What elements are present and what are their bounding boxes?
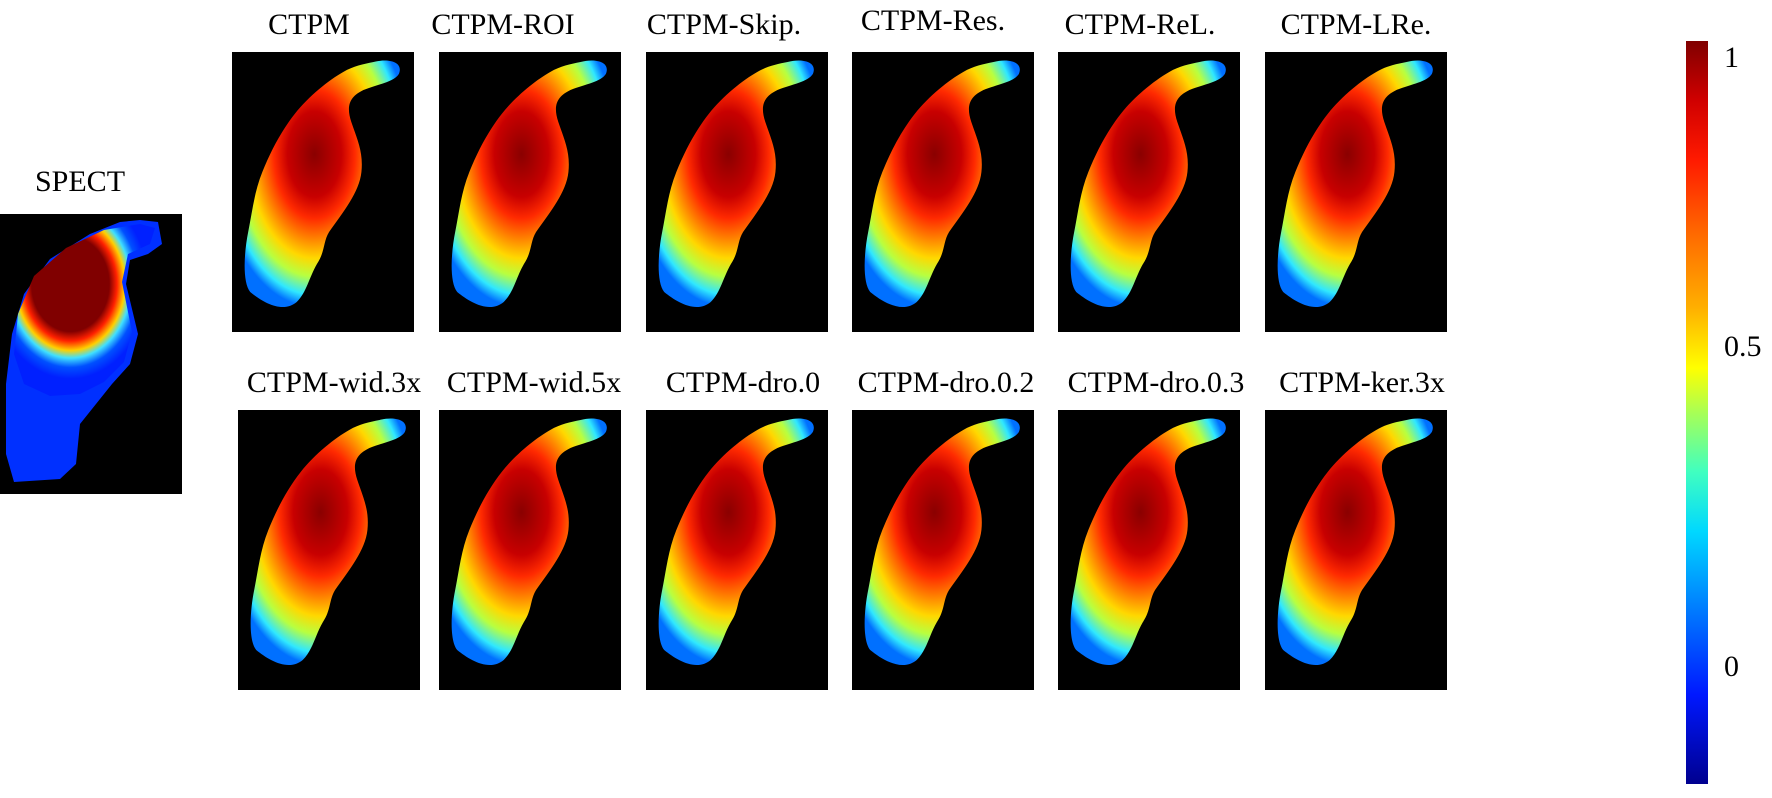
heatmap-ctpm-dro0 xyxy=(646,410,828,690)
heatmap-ctpm-ker3x xyxy=(1265,410,1447,690)
colorbar-tick-max: 1 xyxy=(1724,41,1739,74)
panel-label-ctpm-dro03: CTPM-dro.0.3 xyxy=(1067,366,1245,399)
heatmap-ctpm xyxy=(232,52,414,332)
panel-label-ctpm: CTPM xyxy=(268,8,350,41)
heatmap-ctpm-dro03 xyxy=(1058,410,1240,690)
panel-label-ctpm-dro02: CTPM-dro.0.2 xyxy=(857,366,1035,399)
spect-image xyxy=(0,214,182,494)
heatmap-ctpm-dro02 xyxy=(852,410,1034,690)
heatmap-ctpm-skip xyxy=(646,52,828,332)
heatmap-ctpm-rel xyxy=(1058,52,1240,332)
colorbar-tick-mid: 0.5 xyxy=(1724,330,1762,363)
heatmap-ctpm-res xyxy=(852,52,1034,332)
spect-label: SPECT xyxy=(34,165,126,198)
heatmap-ctpm-wid5x xyxy=(439,410,621,690)
panel-label-ctpm-dro0: CTPM-dro.0 xyxy=(665,366,821,399)
heatmap-ctpm-lre xyxy=(1265,52,1447,332)
panel-label-ctpm-roi: CTPM-ROI xyxy=(431,8,575,41)
panel-label-ctpm-skip: CTPM-Skip. xyxy=(646,8,802,41)
colorbar-tick-min: 0 xyxy=(1724,650,1739,683)
panel-label-ctpm-wid3x: CTPM-wid.3x xyxy=(246,366,422,399)
panel-label-ctpm-rel: CTPM-ReL. xyxy=(1064,8,1216,41)
heatmap-ctpm-roi xyxy=(439,52,621,332)
panel-label-ctpm-lre: CTPM-LRe. xyxy=(1280,8,1432,41)
panel-label-ctpm-res: CTPM-Res. xyxy=(860,4,1006,37)
colorbar xyxy=(1686,41,1708,784)
heatmap-ctpm-wid3x xyxy=(238,410,420,690)
panel-label-ctpm-ker3x: CTPM-ker.3x xyxy=(1279,366,1445,399)
panel-label-ctpm-wid5x: CTPM-wid.5x xyxy=(446,366,622,399)
